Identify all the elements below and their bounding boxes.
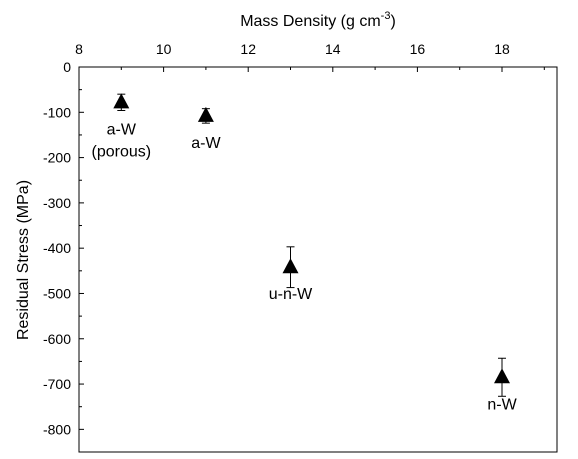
y-tick-label: -100 bbox=[43, 104, 71, 120]
x-axis-title: Mass Density (g cm-3) bbox=[240, 10, 396, 30]
x-tick-label: 16 bbox=[410, 41, 426, 57]
x-tick-label: 18 bbox=[494, 41, 510, 57]
y-tick-label: -300 bbox=[43, 195, 71, 211]
x-tick-label: 8 bbox=[75, 41, 83, 57]
x-tick-label: 12 bbox=[240, 41, 256, 57]
y-tick-label: -800 bbox=[43, 421, 71, 437]
data-points: a-W (porous) a-W u-n-W n-W bbox=[92, 93, 518, 413]
y-axis: 0 -100 -200 -300 -400 -500 -600 -700 -800 bbox=[43, 59, 84, 437]
data-point-triangle bbox=[113, 93, 130, 109]
y-tick-label: -400 bbox=[43, 240, 71, 256]
data-point-triangle bbox=[197, 106, 214, 122]
y-tick-label: -500 bbox=[43, 285, 71, 301]
y-tick-label: 0 bbox=[63, 59, 71, 75]
data-point-triangle bbox=[282, 258, 299, 274]
data-point-triangle bbox=[494, 368, 511, 384]
x-axis: 8 10 12 14 16 18 bbox=[75, 41, 545, 72]
x-axis-title-main: Mass Density (g cm bbox=[240, 13, 380, 30]
y-tick-label: -700 bbox=[43, 376, 71, 392]
point-label: (porous) bbox=[92, 143, 152, 160]
y-tick-label: -200 bbox=[43, 150, 71, 166]
x-axis-title-superscript: -3 bbox=[381, 10, 391, 22]
plot-frame bbox=[78, 66, 558, 453]
y-tick-label: -600 bbox=[43, 331, 71, 347]
point-label: n-W bbox=[487, 396, 517, 413]
x-tick-label: 14 bbox=[325, 41, 341, 57]
point-label: u-n-W bbox=[269, 286, 313, 303]
x-tick-label: 10 bbox=[156, 41, 172, 57]
point-label: a-W bbox=[191, 135, 221, 152]
y-axis-title: Residual Stress (MPa) bbox=[15, 180, 32, 340]
x-axis-title-close: ) bbox=[390, 13, 395, 30]
point-label: a-W bbox=[107, 121, 137, 138]
